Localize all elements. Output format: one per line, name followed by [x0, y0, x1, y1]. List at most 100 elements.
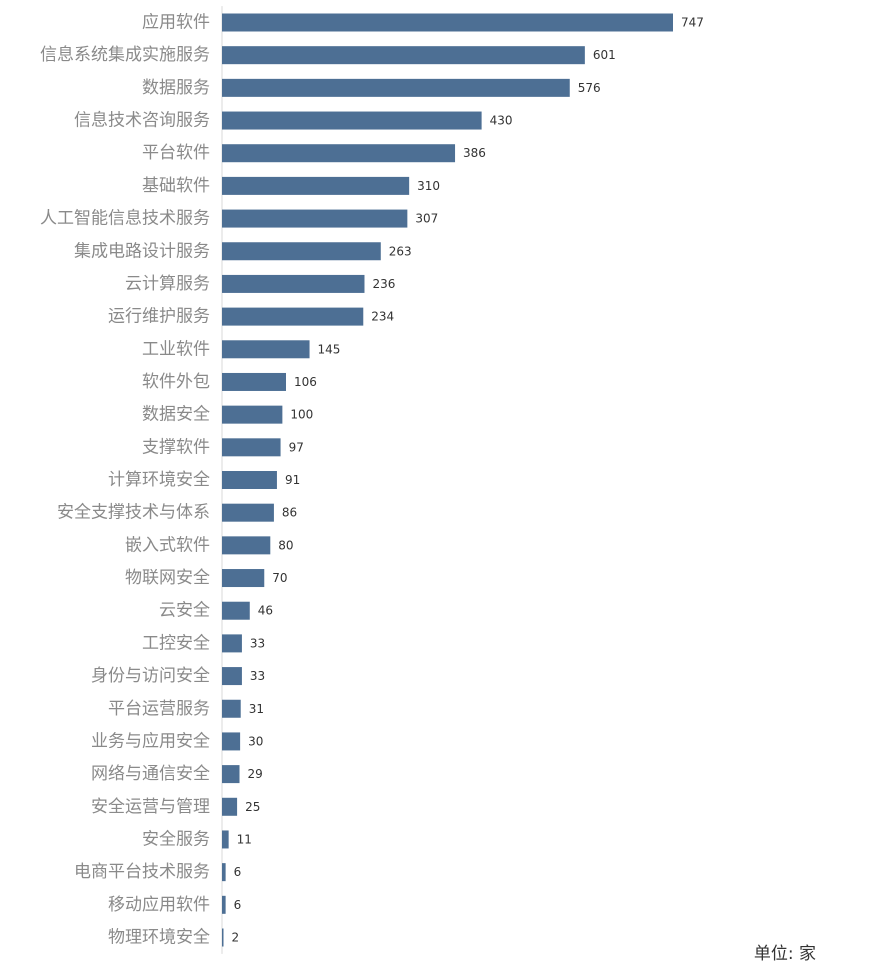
value-label: 234	[371, 310, 394, 324]
bar	[222, 797, 238, 816]
category-label: 安全运营与管理	[91, 797, 210, 817]
value-label: 6	[234, 898, 242, 912]
bar-row: 支撑软件 97	[142, 437, 304, 457]
bar-row: 安全服务 11	[142, 829, 252, 849]
bar-row: 网络与通信安全 29	[91, 764, 263, 784]
bar	[222, 242, 381, 261]
value-label: 145	[318, 342, 341, 356]
value-label: 25	[245, 800, 260, 814]
category-label: 业务与应用安全	[91, 731, 210, 751]
bar	[222, 699, 241, 718]
bar	[222, 601, 250, 620]
bar	[222, 928, 224, 947]
bar	[222, 340, 310, 359]
bar-row: 物理环境安全 2	[108, 928, 239, 948]
bar	[222, 569, 265, 588]
value-label: 307	[415, 212, 438, 226]
category-label: 集成电路设计服务	[74, 241, 210, 261]
bar-row: 移动应用软件 6	[108, 895, 241, 915]
category-label: 云计算服务	[125, 274, 210, 294]
value-label: 86	[282, 506, 297, 520]
bar	[222, 46, 585, 65]
category-label: 物联网安全	[125, 568, 210, 588]
bar	[222, 503, 274, 522]
bar-row: 云安全 46	[159, 601, 273, 621]
bar	[222, 667, 242, 686]
value-label: 11	[237, 832, 252, 846]
value-label: 6	[234, 865, 242, 879]
category-label: 基础软件	[142, 176, 210, 196]
category-label: 网络与通信安全	[91, 764, 210, 784]
bar-row: 物联网安全 70	[125, 568, 288, 588]
bar-row: 云计算服务 236	[125, 274, 395, 294]
bar	[222, 895, 226, 914]
bar-row: 集成电路设计服务 263	[74, 241, 412, 261]
category-label: 计算环境安全	[108, 470, 210, 490]
category-label: 人工智能信息技术服务	[40, 209, 210, 229]
bar	[222, 634, 242, 653]
bar-row: 信息技术咨询服务 430	[74, 111, 513, 131]
value-label: 106	[294, 375, 317, 389]
value-label: 2	[232, 931, 240, 945]
bar-row: 安全支撑技术与体系 86	[57, 503, 297, 523]
value-label: 236	[372, 277, 395, 291]
category-label: 云安全	[159, 601, 210, 621]
value-label: 29	[248, 767, 263, 781]
category-label: 软件外包	[142, 372, 210, 392]
bar-row: 平台软件 386	[142, 143, 486, 163]
category-label: 信息技术咨询服务	[74, 111, 210, 131]
bar-row: 平台运营服务 31	[108, 699, 264, 719]
bar	[222, 863, 226, 882]
value-label: 33	[250, 636, 265, 650]
bar-row: 数据服务 576	[142, 78, 601, 98]
bar	[222, 144, 456, 163]
value-label: 576	[578, 81, 601, 95]
bar-row: 人工智能信息技术服务 307	[40, 209, 438, 229]
bar	[222, 405, 283, 424]
bar	[222, 111, 482, 130]
bar-row: 安全运营与管理 25	[91, 797, 260, 817]
bar	[222, 13, 673, 32]
value-label: 263	[389, 244, 412, 258]
bar-row: 基础软件 310	[142, 176, 440, 196]
category-label: 安全支撑技术与体系	[57, 503, 210, 523]
unit-label: 单位: 家	[753, 944, 816, 964]
value-label: 747	[681, 16, 704, 30]
bar-row: 电商平台技术服务 6	[74, 862, 241, 882]
bar	[222, 176, 410, 195]
bar-row: 业务与应用安全 30	[91, 731, 263, 751]
category-label: 信息系统集成实施服务	[40, 45, 210, 65]
category-label: 平台软件	[142, 143, 210, 163]
bar	[222, 732, 241, 751]
bar	[222, 536, 271, 555]
category-label: 支撑软件	[142, 437, 210, 457]
bar-row: 信息系统集成实施服务 601	[40, 45, 616, 65]
bar	[222, 274, 365, 293]
bar-row: 软件外包 106	[142, 372, 317, 392]
value-label: 33	[250, 669, 265, 683]
bar-row: 身份与访问安全 33	[91, 666, 265, 686]
value-label: 46	[258, 604, 273, 618]
value-label: 430	[490, 114, 513, 128]
value-label: 100	[290, 408, 313, 422]
category-label: 数据安全	[142, 405, 210, 425]
value-label: 70	[272, 571, 287, 585]
bar	[222, 765, 240, 784]
bar-row: 应用软件 747	[142, 13, 704, 33]
bar-row: 数据安全 100	[142, 405, 313, 425]
bar	[222, 438, 281, 457]
bar	[222, 471, 277, 489]
category-label: 物理环境安全	[108, 928, 210, 948]
bar-row: 工控安全 33	[142, 633, 265, 653]
category-label: 运行维护服务	[108, 307, 210, 327]
bar	[222, 307, 364, 326]
bar	[222, 209, 408, 228]
category-label: 平台运营服务	[108, 699, 210, 719]
category-label: 移动应用软件	[108, 895, 210, 915]
bar	[222, 78, 570, 97]
bar-row: 工业软件 145	[142, 339, 340, 359]
value-label: 30	[248, 734, 263, 748]
value-label: 91	[285, 473, 300, 487]
